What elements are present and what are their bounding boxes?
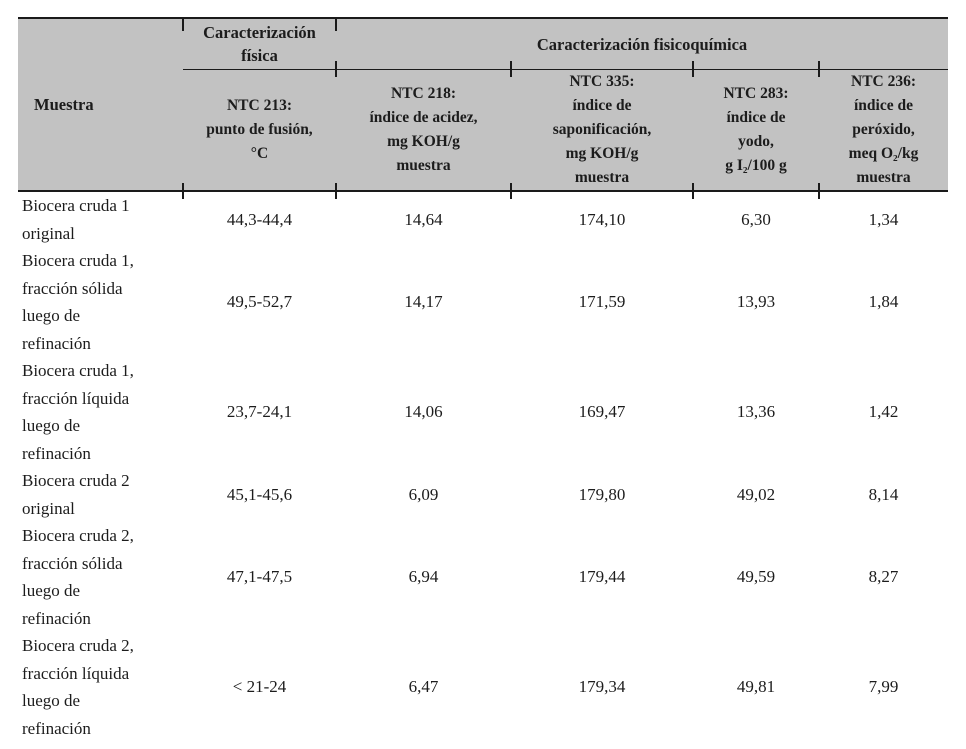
sample-name-cell: Biocera cruda 1, fracción líquida luego … [22,361,134,463]
table-row: Biocera cruda 2, fracción sólida luego d… [18,522,948,632]
value-cell-saponification-index: 179,44 [578,567,626,587]
value-cell-melting-point: 23,7-24,1 [226,402,293,422]
value-cell-peroxide-index: 7,99 [868,677,899,697]
table-header: Muestra Caracterización física Caracteri… [18,17,949,198]
value-cell-saponification-index: 171,59 [578,292,626,312]
value-cell-saponification-index: 169,47 [578,402,626,422]
column-header-ntc-213: NTC 213: punto de fusión, °C [182,69,336,198]
value-cell-saponification-index: 174,10 [578,209,626,229]
units-header-row: NTC 213: punto de fusión, °C NTC 218: ín… [18,60,949,198]
sample-name-cell: Biocera cruda 2, fracción sólida luego d… [22,526,134,628]
group-header-caracterizacion-fisica: Caracterización física [182,17,336,70]
value-cell-iodine-index: 49,02 [736,484,776,504]
value-cell-melting-point: 45,1-45,6 [226,484,293,504]
table-row: Biocera cruda 1, fracción sólida luego d… [18,247,948,357]
value-cell-iodine-index: 6,30 [741,209,771,229]
sample-name-cell: Biocera cruda 1 original [22,196,130,243]
column-header-ntc-335: NTC 335: índice de saponificación, mg KO… [510,60,693,198]
characterization-table: Muestra Caracterización física Caracteri… [18,17,949,742]
table-row: Biocera cruda 1 original 44,3-44,4 14,64… [18,191,948,247]
value-cell-iodine-index: 13,93 [736,292,776,312]
value-cell-saponification-index: 179,34 [578,677,626,697]
column-header-ntc-218: NTC 218: índice de acidez, mg KOH/g mues… [335,60,511,198]
column-header-muestra: Muestra [18,18,183,192]
sample-name-cell: Biocera cruda 2, fracción líquida luego … [22,636,134,738]
value-cell-acid-index: 14,06 [404,402,443,422]
group-header-caracterizacion-fisicoquimica: Caracterización fisicoquímica [334,17,949,70]
value-cell-melting-point: < 21-24 [232,677,287,697]
value-cell-saponification-index: 179,80 [578,484,626,504]
column-header-ntc-283: NTC 283: índice de yodo, g I₂/100 g [692,60,819,198]
value-cell-iodine-index: 49,81 [736,677,776,697]
sample-name-cell: Biocera cruda 1, fracción sólida luego d… [22,251,134,353]
value-cell-peroxide-index: 1,84 [868,292,899,312]
table-body: Biocera cruda 1 original 44,3-44,4 14,64… [18,191,948,742]
sample-name-cell: Biocera cruda 2 original [22,471,130,518]
value-cell-melting-point: 47,1-47,5 [226,567,293,587]
value-cell-acid-index: 6,94 [408,567,439,587]
value-cell-peroxide-index: 1,34 [868,209,899,229]
table-row: Biocera cruda 1, fracción líquida luego … [18,357,948,467]
value-cell-acid-index: 14,64 [404,209,443,229]
value-cell-peroxide-index: 1,42 [868,402,899,422]
value-cell-peroxide-index: 8,27 [868,567,899,587]
value-cell-acid-index: 14,17 [404,292,443,312]
value-cell-acid-index: 6,09 [408,484,439,504]
value-cell-melting-point: 49,5-52,7 [226,292,293,312]
table-row: Biocera cruda 2 original 45,1-45,6 6,09 … [18,467,948,522]
table-row: Biocera cruda 2, fracción líquida luego … [18,632,948,742]
value-cell-iodine-index: 49,59 [736,567,776,587]
column-header-ntc-236: NTC 236: índice de peróxido, meq O₂/kg m… [817,60,949,198]
value-cell-melting-point: 44,3-44,4 [226,209,293,229]
value-cell-iodine-index: 13,36 [736,402,776,422]
group-header-row: Muestra Caracterización física Caracteri… [18,17,949,192]
value-cell-peroxide-index: 8,14 [868,484,899,504]
value-cell-acid-index: 6,47 [408,677,439,697]
